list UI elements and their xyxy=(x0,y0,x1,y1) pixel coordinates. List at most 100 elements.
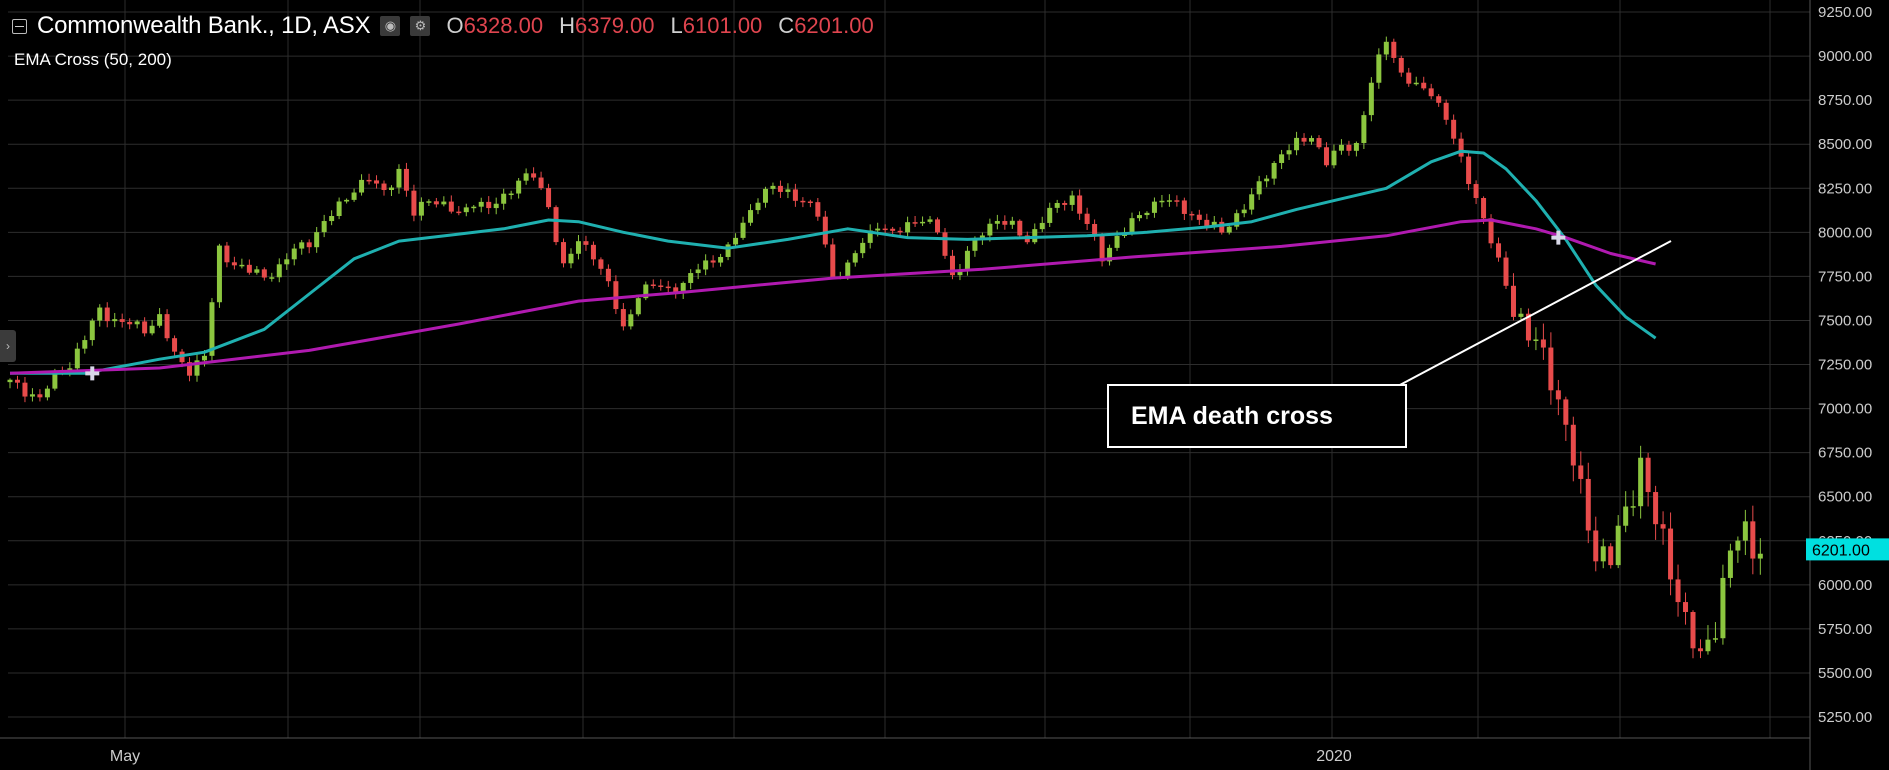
price-tick-label: 8000.00 xyxy=(1818,224,1872,241)
candle-body xyxy=(822,216,828,245)
gear-icon[interactable]: ⚙ xyxy=(410,16,431,36)
candle-body xyxy=(321,221,327,233)
candle-body xyxy=(628,314,634,327)
candle-body xyxy=(972,238,978,251)
price-axis: 9250.00 9000.00 8750.00 8500.00 8250.00 8000.… xyxy=(1806,4,1889,726)
candle-body xyxy=(1473,184,1479,199)
candle-body xyxy=(456,211,462,214)
candle-body xyxy=(1383,41,1389,55)
candle-body xyxy=(1548,347,1554,391)
candle-body xyxy=(860,242,866,254)
candle-body xyxy=(561,242,567,264)
last-price-tag xyxy=(1806,538,1889,561)
ema-cross-marker xyxy=(85,366,100,381)
indicator-label[interactable]: EMA Cross (50, 200) xyxy=(14,50,172,69)
candle-body xyxy=(733,237,739,245)
candle-body xyxy=(1196,214,1202,220)
candle-body xyxy=(37,394,43,398)
candle-body xyxy=(403,168,409,191)
candle-body xyxy=(1712,638,1718,640)
candle-body xyxy=(1391,41,1397,58)
candle-body xyxy=(875,228,881,231)
candle-body xyxy=(1301,137,1307,142)
candle-body xyxy=(568,253,574,264)
candle-body xyxy=(1286,150,1292,155)
candle-body xyxy=(725,244,731,257)
candle-body xyxy=(426,201,432,203)
candle-body xyxy=(246,264,252,273)
candle-body xyxy=(590,244,596,260)
candle-body xyxy=(1211,221,1217,227)
candle-body xyxy=(261,269,267,278)
candle-body xyxy=(1555,390,1561,400)
candle-body xyxy=(284,259,290,265)
camera-icon[interactable]: ◉ xyxy=(380,16,401,36)
chart-legend: Commonwealth Bank., 1D, ASX ◉ ⚙ O6328.00… xyxy=(12,12,874,40)
price-tick-label: 7000.00 xyxy=(1818,401,1872,418)
candle-body xyxy=(1353,143,1359,151)
candle-body xyxy=(381,183,387,190)
ohlc-values: O6328.00 H6379.00 L6101.00 C6201.00 xyxy=(446,13,873,39)
candle-body xyxy=(516,180,522,194)
open-value: 6328.00 xyxy=(463,13,544,38)
minus-square-icon[interactable] xyxy=(12,18,27,34)
price-tick-label: 8250.00 xyxy=(1818,180,1872,197)
candle-body xyxy=(52,371,58,389)
candle-body xyxy=(441,201,447,205)
candle-body xyxy=(1069,195,1075,205)
candle-body xyxy=(1114,235,1120,248)
candle-body xyxy=(1309,138,1315,142)
candle-body xyxy=(486,201,492,209)
candle-body xyxy=(291,248,297,260)
candle-body xyxy=(224,245,230,263)
ema-line xyxy=(10,149,1657,375)
chevron-right-icon[interactable]: › xyxy=(0,330,16,362)
candle-body xyxy=(1226,226,1232,233)
candle-body xyxy=(448,201,454,212)
candle-body xyxy=(329,216,335,222)
candle-body xyxy=(22,382,28,397)
candle-body xyxy=(927,219,933,222)
candle-body xyxy=(418,201,424,216)
candle-body xyxy=(1009,220,1015,225)
candle-body xyxy=(1032,229,1038,243)
candle-body xyxy=(912,222,918,224)
candle-body xyxy=(239,264,245,267)
candle-body xyxy=(815,202,821,217)
candle-body xyxy=(1668,528,1674,580)
candle-body xyxy=(523,173,529,181)
candle-body xyxy=(1615,525,1621,566)
candle-body xyxy=(1331,150,1337,166)
annotation-box: EMA death cross xyxy=(1107,384,1407,448)
candle-body xyxy=(1488,218,1494,244)
candle-body xyxy=(1398,57,1404,73)
candle-body xyxy=(1496,243,1502,258)
candle-body xyxy=(643,284,649,299)
candle-body xyxy=(471,206,477,209)
candle-body xyxy=(710,260,716,263)
candle-body xyxy=(852,253,858,263)
candle-body xyxy=(1054,202,1060,208)
candle-body xyxy=(957,270,963,276)
candle-body xyxy=(695,269,701,274)
candle-body xyxy=(1563,399,1569,425)
candle-body xyxy=(1608,546,1614,566)
ema-line xyxy=(9,218,1656,375)
candle-body xyxy=(1084,213,1090,224)
candle-body xyxy=(1368,82,1374,116)
candle-body xyxy=(1705,639,1711,652)
candle-body xyxy=(1077,195,1083,214)
candle-body xyxy=(29,394,35,397)
candle-body xyxy=(1720,577,1726,639)
candle-body xyxy=(164,314,170,339)
candle-body xyxy=(1690,612,1696,649)
candle-body xyxy=(299,242,305,249)
candle-body xyxy=(388,187,394,190)
candle-body xyxy=(374,180,380,184)
price-tick-label: 6500.00 xyxy=(1818,489,1872,506)
close-label: C xyxy=(778,13,795,38)
candle-body xyxy=(1159,200,1165,203)
candle-body xyxy=(770,185,776,189)
candle-body xyxy=(1675,579,1681,603)
